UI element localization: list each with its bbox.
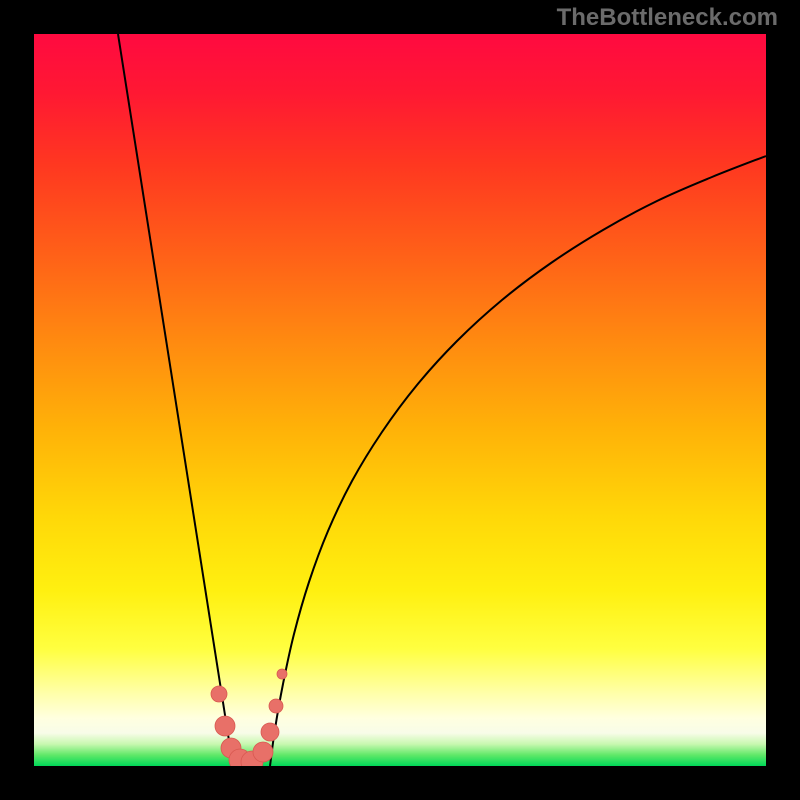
data-marker: [277, 669, 287, 679]
watermark-text: TheBottleneck.com: [557, 4, 778, 32]
data-marker: [215, 716, 235, 736]
chart-svg: [34, 34, 766, 766]
data-marker: [211, 686, 227, 702]
data-marker: [253, 742, 273, 762]
gradient-background: [34, 34, 766, 766]
chart-plot-area: [34, 34, 766, 766]
data-marker: [269, 699, 283, 713]
data-marker: [261, 723, 279, 741]
